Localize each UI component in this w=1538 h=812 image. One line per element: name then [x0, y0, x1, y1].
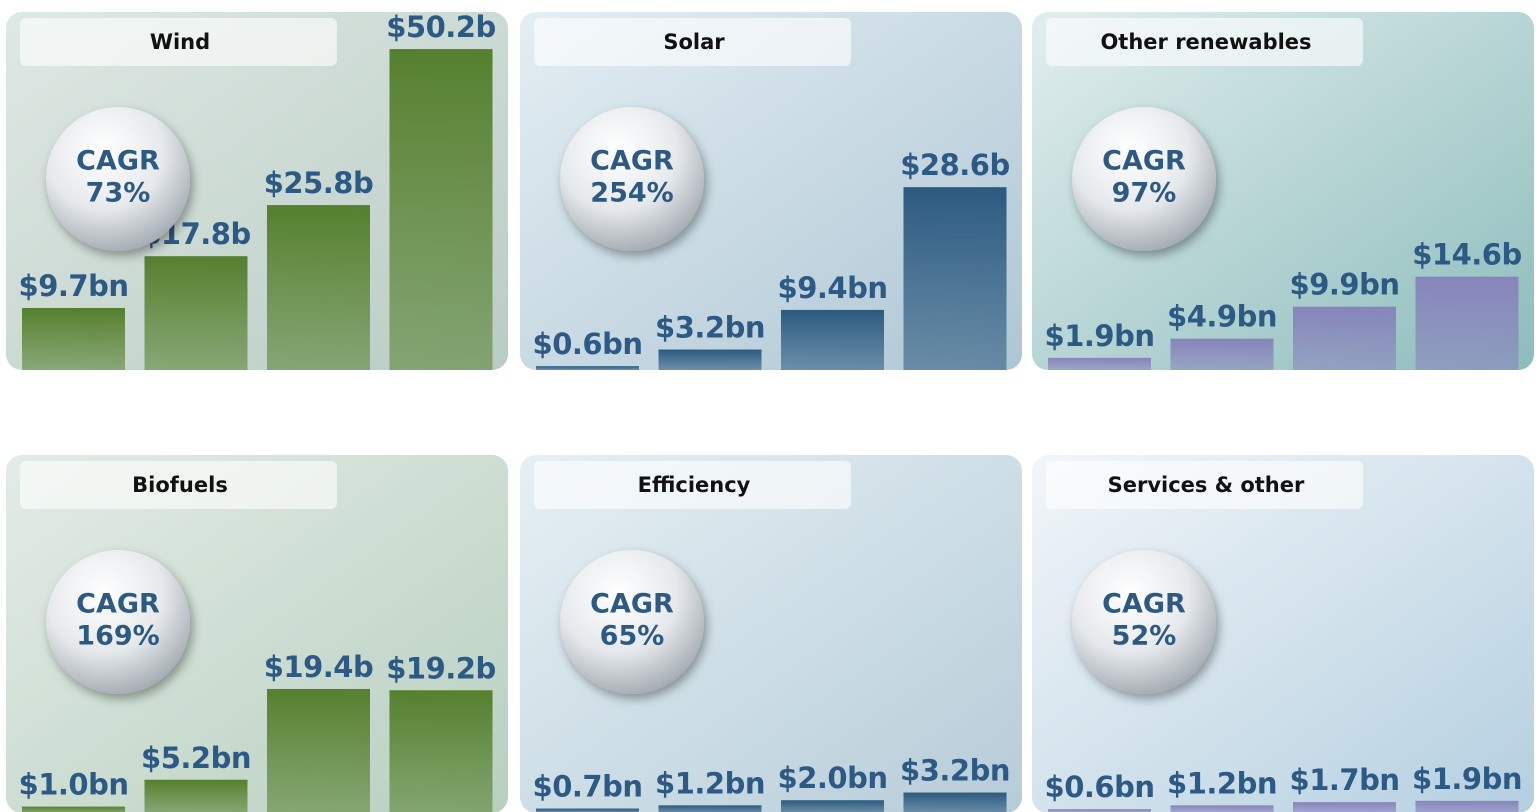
- panel-title: Wind: [150, 30, 210, 54]
- bar: [1048, 358, 1151, 370]
- bar: [536, 809, 639, 812]
- panel: Efficiency $0.7bn $1.2bn $2.0bn $3.2bn CAGR65…: [520, 455, 1022, 812]
- bar: [781, 800, 884, 812]
- panel: Other renewables $1.9bn $4.9bn $9.9bn $14.6b…: [1032, 12, 1534, 370]
- cagr-label: CAGR: [590, 589, 674, 620]
- value-label: $1.9bn: [1412, 762, 1522, 796]
- bar: [1293, 802, 1396, 812]
- panel-title: Solar: [663, 30, 725, 54]
- chart-grid: Wind$9.7bn$17.8b$25.8b$50.2bCAGR73%Solar…: [0, 0, 1538, 812]
- bar: [1171, 805, 1274, 812]
- bar: [267, 689, 370, 812]
- bar: [781, 310, 884, 370]
- bar: [390, 49, 493, 370]
- cagr-value: 169%: [76, 621, 159, 652]
- cagr-label: CAGR: [590, 146, 674, 177]
- value-label: $19.4b: [264, 650, 374, 684]
- cagr-value: 65%: [600, 621, 665, 652]
- bar: [267, 205, 370, 370]
- cagr-label: CAGR: [76, 146, 160, 177]
- bar: [22, 308, 125, 370]
- cagr-label: CAGR: [1102, 146, 1186, 177]
- bar: [22, 807, 125, 812]
- value-label: $4.9bn: [1167, 300, 1277, 334]
- cagr-label: CAGR: [76, 589, 160, 620]
- bar: [145, 780, 248, 812]
- value-label: $0.7bn: [533, 770, 643, 804]
- cagr-value: 97%: [1112, 178, 1177, 209]
- cagr-label: CAGR: [1102, 589, 1186, 620]
- value-label: $9.7bn: [19, 269, 129, 303]
- cagr-value: 254%: [590, 178, 673, 209]
- value-label: $19.2b: [386, 651, 496, 685]
- value-label: $2.0bn: [778, 761, 888, 795]
- value-label: $1.7bn: [1290, 763, 1400, 797]
- bar: [659, 350, 762, 370]
- value-label: $1.0bn: [19, 768, 129, 802]
- value-label: $1.9bn: [1045, 319, 1155, 353]
- bar: [536, 366, 639, 370]
- value-label: $50.2b: [386, 10, 496, 44]
- panel-title: Biofuels: [132, 473, 228, 497]
- panel-title: Services & other: [1108, 473, 1305, 497]
- cagr-value: 52%: [1112, 621, 1177, 652]
- value-label: $1.2bn: [1167, 766, 1277, 800]
- cagr-value: 73%: [86, 178, 151, 209]
- value-label: $5.2bn: [141, 741, 251, 775]
- value-label: $0.6bn: [1045, 770, 1155, 804]
- bar: [145, 256, 248, 370]
- bar: [1416, 277, 1519, 370]
- bar: [1293, 307, 1396, 370]
- value-label: $1.2bn: [655, 766, 765, 800]
- bar: [1171, 339, 1274, 370]
- value-label: $28.6b: [900, 148, 1010, 182]
- value-label: $0.6bn: [533, 327, 643, 361]
- bar: [390, 690, 493, 812]
- panel: Services & other $0.6bn $1.2bn $1.7bn $1.9bn…: [1032, 455, 1534, 812]
- panel-title: Efficiency: [638, 473, 751, 497]
- panel-title: Other renewables: [1100, 30, 1311, 54]
- bar: [1416, 801, 1519, 812]
- value-label: $14.6b: [1412, 238, 1522, 272]
- value-label: $3.2bn: [655, 311, 765, 345]
- value-label: $3.2bn: [900, 754, 1010, 788]
- bar: [904, 187, 1007, 370]
- bar: [904, 793, 1007, 812]
- value-label: $9.4bn: [778, 271, 888, 305]
- value-label: $25.8b: [264, 166, 374, 200]
- bar: [659, 805, 762, 812]
- value-label: $9.9bn: [1290, 268, 1400, 302]
